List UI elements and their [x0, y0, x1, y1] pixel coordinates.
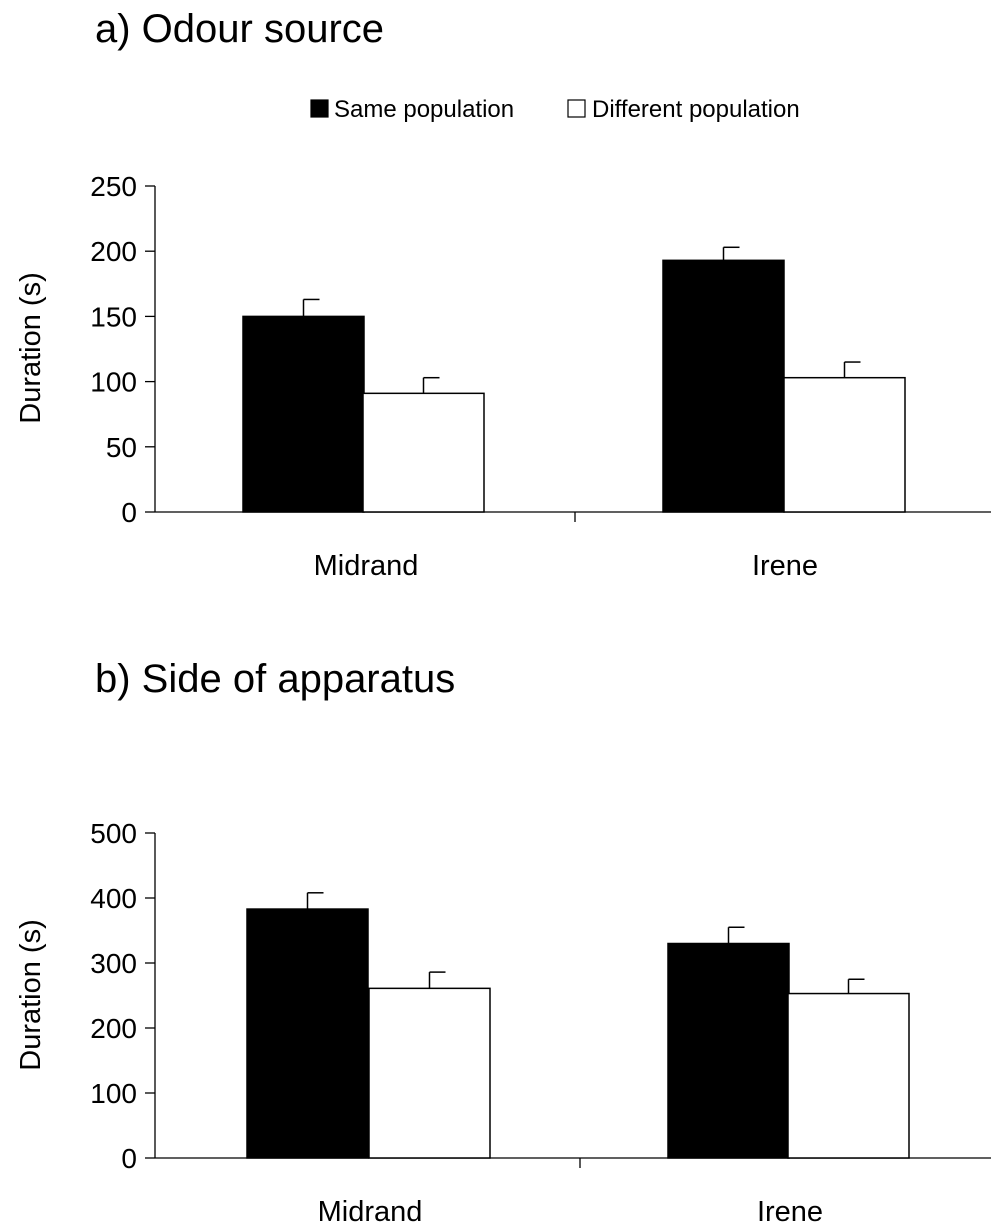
chart-a-y-axis-label: Duration (s) [15, 272, 47, 424]
chart-a-title: a) Odour source [95, 7, 384, 51]
chart-b-category-label: Irene [757, 1196, 823, 1228]
chart-b-bar-midrand-different-population [368, 987, 491, 1159]
chart-a-bar-irene-different-population [783, 376, 906, 513]
legend-swatch-same-population [310, 99, 329, 118]
legend-swatch-different-population [567, 99, 586, 118]
chart-b-error-bar-irene-same-population [727, 926, 745, 944]
chart-b-title: b) Side of apparatus [95, 657, 455, 701]
chart-a-y-tick-label: 150 [90, 301, 137, 332]
chart-a-error-bar-irene-different-population [843, 361, 861, 378]
chart-b-bar-midrand-same-population [246, 908, 369, 1159]
chart-b-y-axis-label: Duration (s) [15, 919, 47, 1071]
chart-b-y-tick-label: 0 [121, 1143, 137, 1174]
chart-a-error-bar-midrand-different-population [422, 376, 440, 394]
chart-a-y-tick-label: 0 [121, 497, 137, 528]
chart-a-bar-irene-same-population [662, 259, 785, 513]
chart-b-error-bar-irene-different-population [847, 978, 865, 994]
chart-a-error-bar-midrand-same-population [302, 298, 320, 317]
chart-b-category-label: Midrand [318, 1196, 423, 1228]
chart-a-y-tick-label: 200 [90, 236, 137, 267]
chart-b-error-bar-midrand-different-population [428, 971, 446, 989]
chart-b: 0 100 200 300 400 500 Midrand Irene Duration … [15, 818, 991, 1228]
chart-a: 0 50 100 150 200 250 Midrand Irene Duration (… [15, 171, 991, 582]
chart-a-category-label: Irene [752, 550, 818, 582]
chart-b-error-bar-midrand-same-population [306, 892, 324, 910]
chart-b-y-tick-label: 300 [90, 948, 137, 979]
chart-b-y-tick-label: 200 [90, 1013, 137, 1044]
legend: Same population Different population [310, 96, 800, 123]
chart-b-bar-irene-different-population [787, 992, 910, 1159]
legend-label-different-population: Different population [592, 96, 800, 123]
chart-a-y-tick-label: 50 [106, 432, 137, 463]
chart-b-bar-irene-same-population [667, 942, 790, 1159]
chart-a-y-tick-label: 250 [90, 171, 137, 202]
chart-a-category-label: Midrand [314, 550, 419, 582]
legend-label-same-population: Same population [334, 96, 514, 123]
chart-b-y-tick-label: 500 [90, 818, 137, 849]
chart-b-y-tick-label: 100 [90, 1078, 137, 1109]
chart-a-y-tick-label: 100 [90, 367, 137, 398]
chart-b-y-tick-label: 400 [90, 883, 137, 914]
chart-a-bar-midrand-same-population [242, 315, 365, 513]
chart-a-error-bar-irene-same-population [722, 246, 740, 261]
chart-a-bar-midrand-different-population [362, 392, 485, 513]
